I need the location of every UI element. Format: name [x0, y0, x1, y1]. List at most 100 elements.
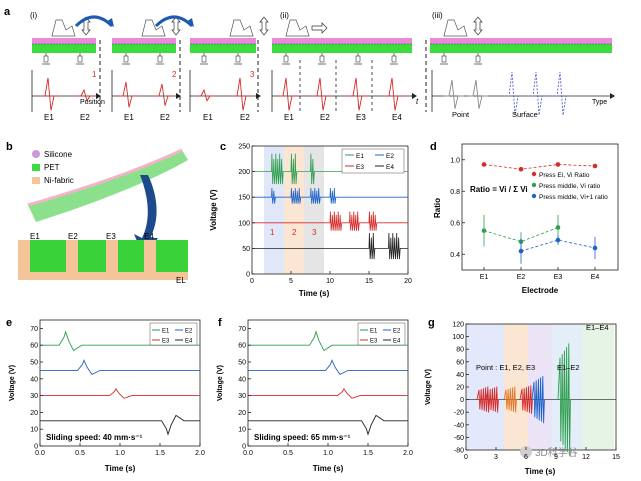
a-axis-arrowhead-icon — [96, 93, 101, 99]
d-point — [555, 237, 561, 243]
zoom-arrow — [134, 175, 158, 258]
voltage-traces-a — [31, 40, 615, 116]
panel-b: b Silicone PET Ni-fabric E1 E2 E3 E4 EL — [6, 141, 188, 285]
f-ytick-label: 60 — [238, 343, 246, 350]
g-xtick-label: 15 — [612, 454, 620, 461]
cross-section-body — [18, 250, 188, 272]
e1-label-a3: E1 — [203, 113, 213, 122]
f-xtick-label: 2.0 — [403, 450, 413, 457]
a-trace-e2 — [76, 88, 96, 102]
g-shade-1 — [466, 324, 504, 450]
e-legend-label: E3 — [162, 339, 170, 345]
a-trace-e3 — [348, 77, 368, 111]
transition-arrowhead-icon — [186, 18, 194, 27]
e-ytick-label: 20 — [30, 410, 38, 417]
axis-position-label: Position — [80, 99, 105, 106]
subpanel-i-label: (i) — [30, 11, 37, 20]
e2-label-aii: E2 — [320, 113, 330, 122]
c-ytick-label: 100 — [238, 220, 250, 227]
a-axis-arrowhead-icon — [412, 93, 417, 99]
panel-letter-f: f — [218, 317, 222, 329]
c-shade-3 — [304, 146, 324, 274]
e-legend-box — [149, 322, 198, 346]
transition-arrowhead-icon — [106, 18, 114, 27]
g-xtick-label: 0 — [464, 454, 468, 461]
d-point — [481, 228, 487, 233]
a-axis-arrowhead-icon — [176, 93, 181, 99]
d-xtick-label: E3 — [554, 274, 563, 281]
watermark-logo-icon — [520, 446, 532, 458]
c-ytick-label: 50 — [242, 246, 250, 253]
c-legend-e4: E4 — [386, 164, 394, 171]
c-xtick-label: 15 — [365, 278, 373, 285]
b-e4-label: E4 — [144, 232, 154, 241]
d-legend-red-dot — [531, 171, 537, 177]
g-ytick-label: -40 — [454, 422, 464, 429]
e-xtick-label: 1.5 — [155, 450, 165, 457]
c-plot-area — [252, 153, 408, 260]
resistor-icon — [235, 55, 241, 63]
ground-electrode — [18, 272, 188, 280]
e-legend-label: E2 — [185, 329, 193, 335]
a-trace-point — [468, 79, 488, 109]
c-xtick-label: 20 — [404, 278, 412, 285]
d-series-line — [483, 227, 559, 243]
bent-strip — [28, 150, 188, 222]
g-shade-2 — [504, 324, 528, 450]
f-ytick-label: 50 — [238, 360, 246, 367]
hand-icon — [443, 19, 468, 37]
press-arrow-icon — [473, 16, 483, 36]
d-plot-area — [481, 162, 598, 264]
e-xtick-label: 1.0 — [115, 450, 125, 457]
d-series-line — [483, 164, 596, 170]
legend-silicone-swatch — [32, 150, 40, 158]
cross-section-top — [18, 240, 188, 250]
f-xlabel: Time (s) — [313, 464, 344, 473]
pet-layer — [272, 44, 412, 53]
g-ytick-label: -80 — [454, 448, 464, 455]
legend-pet-swatch — [32, 164, 40, 171]
c-step-2: 2 — [292, 228, 297, 237]
g-burst — [531, 375, 545, 424]
e-legend-label: E4 — [185, 339, 193, 345]
c-series-E2 — [252, 187, 408, 204]
e-legend-label: E1 — [162, 329, 170, 335]
d-xtick-label: E1 — [480, 274, 489, 281]
electrode-e2-block — [66, 240, 78, 272]
e-xtick-label: 2.0 — [195, 450, 205, 457]
f-ytick-label: 0 — [242, 444, 246, 451]
f-series-E2 — [248, 359, 408, 376]
f-xtick-label: 0.5 — [283, 450, 293, 457]
c-legend: E1 E2 E3 E4 — [341, 148, 405, 174]
hand-icon — [229, 19, 254, 37]
d-point — [518, 248, 524, 254]
d-legend-green-dot — [531, 182, 537, 188]
e-xlabel: Time (s) — [105, 464, 136, 473]
c-xtick-label: 10 — [326, 278, 334, 285]
g-ytick-label: 0 — [460, 397, 464, 404]
resistor-icon — [391, 55, 397, 63]
type-surface-label: Surface — [512, 110, 538, 119]
panel-e: e E1 E2 E3 E4 Sliding speed: 40 mm·s⁻¹ Time… — [6, 317, 201, 473]
d-point — [555, 162, 561, 167]
d-point — [518, 166, 524, 172]
resistor-icon — [441, 55, 447, 63]
device-stacks — [32, 15, 612, 65]
panel-letter-d: d — [430, 141, 437, 153]
g-e1e4-label: E1–E4 — [586, 323, 609, 332]
e1-label-a2: E1 — [124, 113, 134, 122]
a-axis-arrowhead-icon — [256, 93, 261, 99]
c-ytick-label: 0 — [246, 272, 250, 279]
f-xtick-label: 1.5 — [363, 450, 373, 457]
silicone-layer — [112, 38, 176, 44]
a-trace-surface — [528, 71, 548, 116]
c-ytick-label: 250 — [238, 144, 250, 151]
type-point-label: Point — [452, 110, 470, 119]
panel-f: f E1 E2 E3 E4 Sliding speed: 65 mm·s⁻¹ Time… — [217, 317, 409, 473]
step-1-label: 1 — [92, 70, 97, 79]
g-ylabel: Voltage (V) — [425, 369, 432, 405]
c-ytick-label: 150 — [238, 195, 250, 202]
c-ytick-label: 200 — [238, 169, 250, 176]
panel-g: g Point : E1, E2, E3 E1–E2 E1–E4 Time (s… — [425, 317, 617, 476]
